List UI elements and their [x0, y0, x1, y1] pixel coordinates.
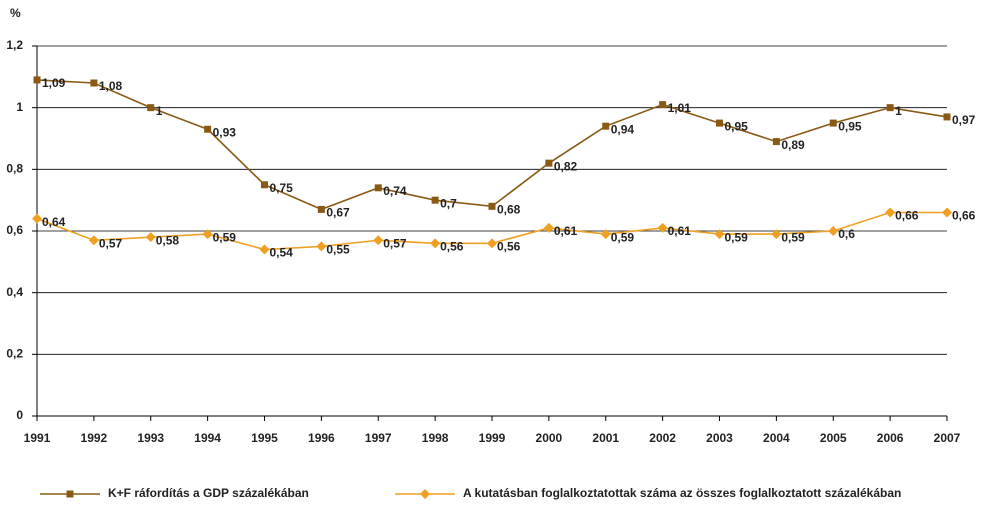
data-label: 0,95 [725, 119, 749, 133]
marker [716, 119, 723, 127]
data-label: 0,74 [383, 184, 407, 198]
y-tick-label: 0,6 [6, 223, 23, 237]
marker [204, 125, 212, 133]
marker [659, 101, 667, 109]
marker [88, 235, 99, 246]
x-tick-label: 2001 [592, 431, 619, 445]
y-axis-label: % [10, 6, 21, 20]
data-label: 0,6 [838, 227, 855, 241]
data-label: 0,61 [668, 224, 692, 238]
marker [487, 238, 497, 249]
marker [714, 229, 725, 240]
data-label: 0,54 [270, 246, 294, 260]
marker [373, 235, 384, 246]
data-label: 1 [895, 104, 902, 118]
data-label: 0,61 [554, 224, 578, 238]
data-label: 1,08 [99, 79, 123, 93]
y-tick-label: 0,4 [6, 285, 23, 299]
marker [885, 207, 896, 218]
marker [259, 244, 270, 255]
marker [145, 232, 156, 243]
data-label: 0,94 [611, 122, 635, 136]
data-label: 0,55 [326, 243, 350, 257]
x-tick-label: 1999 [479, 431, 506, 445]
legend-label: K+F ráfordítás a GDP százalékában [108, 486, 309, 500]
y-tick-label: 1,2 [6, 38, 23, 52]
series-line [36, 79, 948, 211]
data-label: 0,66 [895, 209, 919, 223]
x-tick-label: 2002 [649, 431, 676, 445]
data-label: 1 [156, 104, 163, 118]
x-tick-label: 1995 [251, 431, 278, 445]
data-label: 0,95 [838, 119, 862, 133]
x-tick-label: 2007 [934, 431, 961, 445]
data-label: 0,59 [611, 230, 635, 244]
x-tick-label: 1997 [365, 431, 392, 445]
data-label: 0,93 [213, 125, 237, 139]
marker [828, 226, 839, 236]
data-label: 0,82 [554, 159, 578, 173]
x-tick-label: 1991 [24, 431, 51, 445]
x-tick-label: 1992 [81, 431, 108, 445]
data-label: 0,64 [42, 215, 66, 229]
marker [886, 104, 894, 112]
legend-label: A kutatásban foglalkoztatottak száma az … [463, 486, 901, 500]
marker [600, 229, 611, 240]
marker [32, 213, 42, 224]
data-label: 1,01 [668, 101, 692, 115]
data-label: 0,59 [781, 230, 805, 244]
x-tick-label: 2003 [706, 431, 733, 445]
x-tick-label: 1993 [137, 431, 164, 445]
data-label: 0,56 [497, 240, 521, 254]
data-label: 0,75 [270, 181, 294, 195]
marker [771, 229, 782, 240]
marker [430, 238, 441, 249]
data-label: 0,7 [440, 196, 457, 210]
marker [202, 229, 213, 240]
marker [431, 196, 439, 204]
marker [545, 159, 553, 167]
marker [90, 79, 98, 87]
marker [943, 113, 951, 121]
data-label: 0,59 [725, 230, 749, 244]
marker [942, 207, 952, 218]
data-label: 0,97 [952, 113, 976, 127]
data-label: 0,67 [326, 206, 350, 220]
data-label: 0,56 [440, 240, 464, 254]
y-tick-label: 0,2 [6, 347, 23, 361]
data-label: 1,09 [42, 76, 66, 90]
data-label: 0,68 [497, 203, 521, 217]
marker [261, 181, 268, 189]
marker [543, 222, 554, 233]
marker [33, 76, 41, 84]
data-label: 0,66 [952, 209, 976, 223]
data-label: 0,57 [99, 236, 123, 250]
marker [147, 104, 155, 112]
x-tick-label: 2006 [877, 431, 904, 445]
marker [374, 184, 382, 192]
x-tick-label: 1996 [308, 431, 335, 445]
y-tick-label: 0 [16, 408, 23, 422]
marker [772, 138, 780, 146]
data-label: 0,89 [781, 138, 805, 152]
legend-marker [66, 490, 74, 498]
data-label: 0,57 [383, 236, 407, 250]
x-tick-label: 1998 [422, 431, 449, 445]
data-label: 0,58 [156, 233, 180, 247]
data-label: 0,59 [213, 230, 237, 244]
marker [316, 241, 327, 252]
x-tick-label: 2005 [820, 431, 847, 445]
x-tick-label: 2000 [536, 431, 563, 445]
y-tick-label: 0,8 [6, 162, 23, 176]
marker [317, 205, 325, 213]
marker [657, 222, 668, 233]
marker [829, 119, 837, 127]
x-tick-label: 2004 [763, 431, 790, 445]
x-tick-label: 1994 [194, 431, 221, 445]
y-tick-label: 1 [16, 100, 23, 114]
marker [602, 122, 610, 130]
marker [488, 202, 496, 210]
legend-marker [420, 489, 430, 499]
